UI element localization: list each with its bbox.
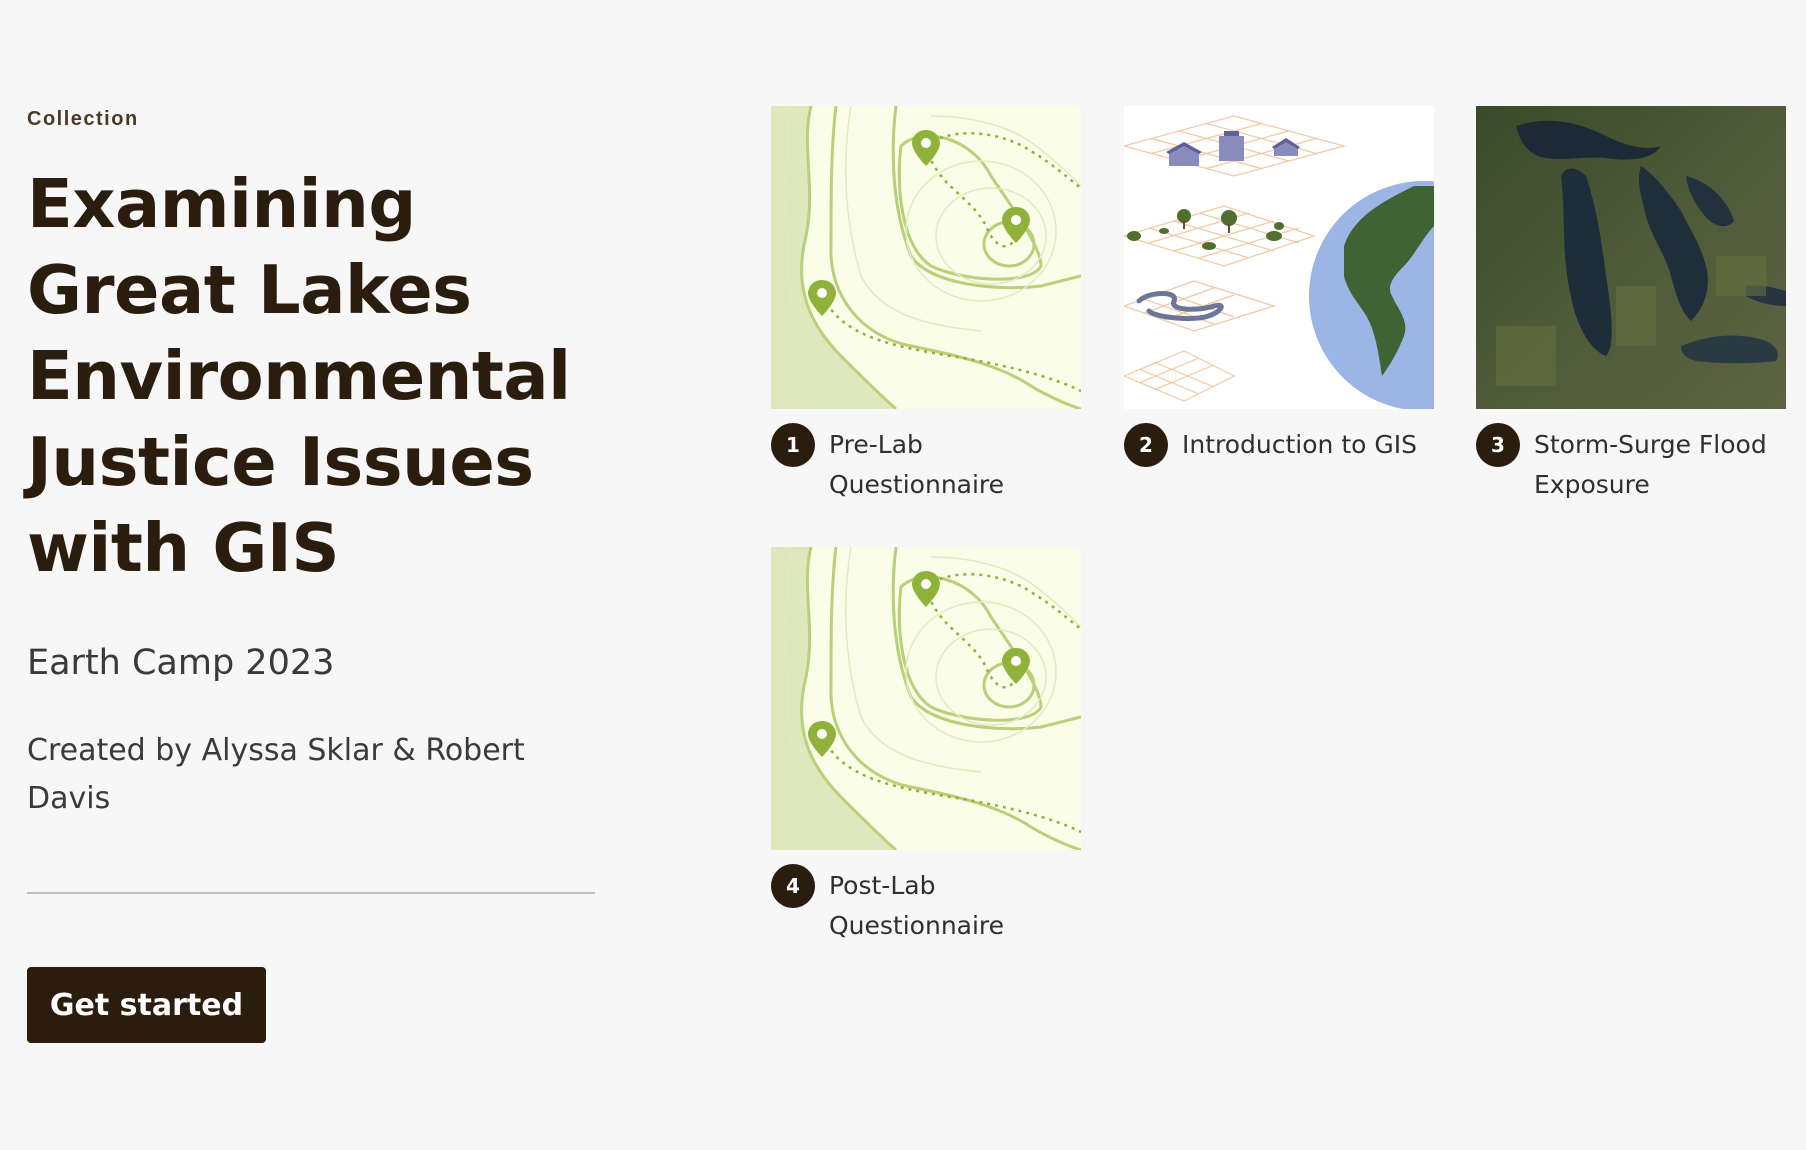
get-started-button[interactable]: Get started xyxy=(27,967,266,1043)
collection-item-3[interactable]: 3 Storm-Surge Flood Exposure xyxy=(1476,106,1786,505)
collection-info: Collection Examining Great Lakes Environ… xyxy=(27,108,595,823)
topographic-map-image xyxy=(771,547,1081,850)
item-thumbnail-topo-map[interactable] xyxy=(771,547,1081,850)
step-number-badge: 2 xyxy=(1124,423,1168,467)
item-thumbnail-gis-layers[interactable] xyxy=(1124,106,1434,409)
gis-layers-image xyxy=(1124,106,1434,409)
item-thumbnail-topo-map[interactable] xyxy=(771,106,1081,409)
collection-item-1[interactable]: 1 Pre-Lab Questionnaire xyxy=(771,106,1081,505)
item-title[interactable]: Introduction to GIS xyxy=(1182,430,1417,459)
step-number-badge: 1 xyxy=(771,423,815,467)
item-title[interactable]: Post-Lab Questionnaire xyxy=(829,871,1005,940)
eyebrow-label: Collection xyxy=(27,108,139,130)
collection-item-2[interactable]: 2 Introduction to GIS xyxy=(1124,106,1434,467)
step-number-badge: 3 xyxy=(1476,423,1520,467)
item-thumbnail-satellite[interactable] xyxy=(1476,106,1786,409)
great-lakes-satellite-image xyxy=(1476,106,1786,409)
collection-subtitle: Earth Camp 2023 xyxy=(27,643,335,683)
item-label: 2 Introduction to GIS xyxy=(1124,423,1434,467)
item-label: 1 Pre-Lab Questionnaire xyxy=(771,423,1081,505)
topographic-map-image xyxy=(771,106,1081,409)
item-label: 3 Storm-Surge Flood Exposure xyxy=(1476,423,1786,505)
author-byline: Created by Alyssa Sklar & Robert Davis xyxy=(27,733,525,816)
item-label: 4 Post-Lab Questionnaire xyxy=(771,864,1081,946)
item-title[interactable]: Pre-Lab Questionnaire xyxy=(829,430,1005,499)
divider xyxy=(27,892,595,894)
collection-item-4[interactable]: 4 Post-Lab Questionnaire xyxy=(771,547,1081,946)
step-number-badge: 4 xyxy=(771,864,815,908)
item-title[interactable]: Storm-Surge Flood Exposure xyxy=(1534,430,1767,499)
page-title: Examining Great Lakes Environmental Just… xyxy=(27,165,571,587)
